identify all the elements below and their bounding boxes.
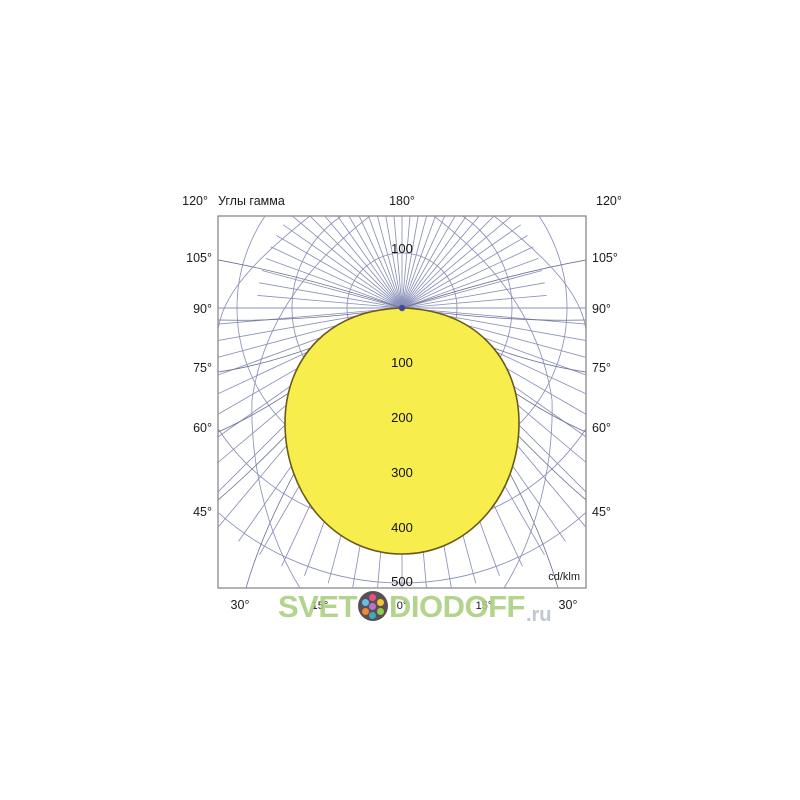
angle-label-left-30: 30° [231,598,250,612]
polar-origin-marker [398,304,406,312]
angle-label-bottom-15-left: 15° [312,600,329,612]
angle-label-left-75: 75° [193,361,212,375]
angle-label-bottom-15-right: 15° [476,600,493,612]
ring-label-400: 400 [391,520,413,535]
angle-label-right-120: 120° [596,194,622,208]
light-distribution-curve [284,307,520,555]
angle-label-right-90: 90° [592,302,611,316]
angle-label-right-45: 45° [592,505,611,519]
ring-label-upper-100: 100 [391,241,413,256]
angle-label-left-45: 45° [193,505,212,519]
angle-label-left-105: 105° [186,251,212,265]
angle-label-right-30: 30° [559,598,578,612]
angle-label-right-60: 60° [592,421,611,435]
secondary-arcs [218,216,586,588]
ring-value-labels: 100 100 200 300 400 500 [391,241,413,589]
ring-label-300: 300 [391,465,413,480]
angle-label-left-60: 60° [193,421,212,435]
angle-label-right-75: 75° [592,361,611,375]
angle-labels-bottom: 15° 0° 15° [312,600,493,612]
angle-label-left-90: 90° [193,302,212,316]
angle-label-top-180: 180° [389,194,415,208]
units-label: cd/klm [548,571,580,583]
angle-labels-right: 120° 105° 90° 75° 60° 45° 30° [559,194,622,612]
angle-label-bottom-0: 0° [397,600,408,612]
angle-labels-left: 120° 105° 90° 75° 60° 45° 30° [182,194,249,612]
ring-label-200: 200 [391,410,413,425]
angle-label-right-105: 105° [592,251,618,265]
chart-title: Углы гамма [218,194,285,208]
angle-label-left-120: 120° [182,194,208,208]
ring-label-500: 500 [391,574,413,589]
ring-label-100: 100 [391,355,413,370]
